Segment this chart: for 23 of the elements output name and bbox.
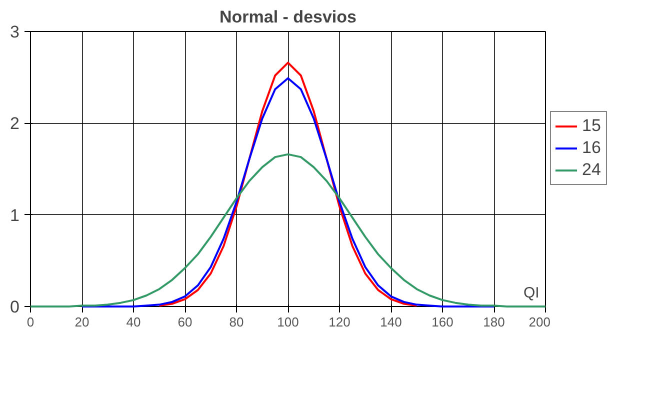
x-axis-title: QI — [524, 284, 540, 302]
y-tick-label: 3 — [10, 22, 20, 42]
x-tick-label: 180 — [483, 314, 505, 330]
y-tick-label: 1 — [10, 206, 20, 225]
legend-label: 24 — [582, 160, 602, 180]
line-series — [30, 153, 546, 308]
x-tick-label: 40 — [126, 314, 141, 330]
line-series — [158, 62, 418, 307]
x-tick-label: 0 — [26, 314, 34, 330]
x-tick-label: 60 — [178, 314, 192, 330]
x-tick-label: 100 — [277, 314, 299, 330]
legend-label: 16 — [582, 138, 602, 158]
line-series — [81, 77, 495, 308]
x-tick-label: 80 — [229, 314, 244, 330]
x-tick-label: 140 — [380, 314, 402, 330]
x-tick-label: 120 — [328, 314, 350, 330]
x-tick-label: 20 — [74, 314, 90, 330]
y-tick-label: 0 — [10, 298, 20, 316]
y-tick-label: 2 — [10, 114, 20, 134]
x-tick-label: 200 — [528, 314, 551, 330]
chart-title: Normal - desvios — [220, 8, 357, 26]
legend-label: 15 — [582, 116, 602, 136]
x-tick-label: 160 — [432, 314, 454, 330]
